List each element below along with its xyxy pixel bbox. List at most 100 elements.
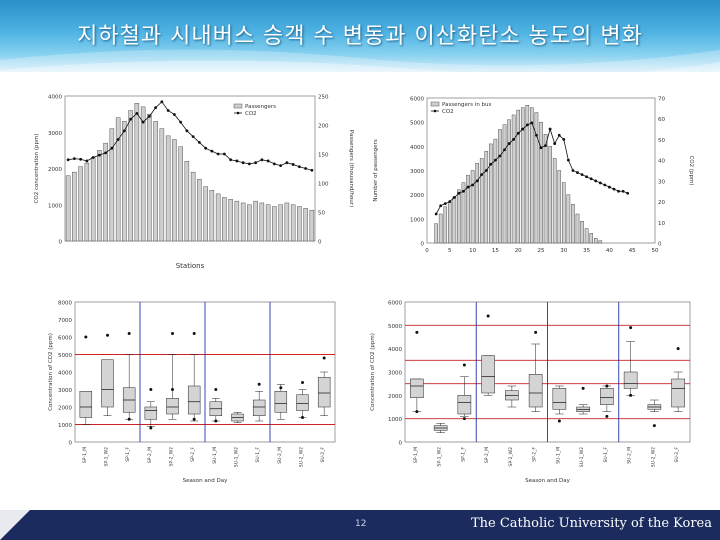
x-tick-label: SU-2_M [277, 447, 283, 464]
footer-accent [0, 510, 30, 540]
y-tick-label: 0 [59, 240, 63, 246]
co2-point [216, 152, 220, 156]
bar [90, 157, 96, 242]
box [252, 399, 266, 416]
co2-point [210, 149, 214, 153]
y-tick-label: 4000 [410, 145, 424, 151]
co2-point [291, 163, 295, 166]
y2-tick-label: 0 [658, 242, 662, 248]
box [144, 406, 158, 420]
y-axis-title: Concentration of CO2 (ppm) [370, 333, 376, 411]
bar [530, 107, 534, 244]
bar [128, 110, 133, 242]
co2-point [457, 191, 461, 195]
y-tick-label: 1000 [388, 417, 402, 423]
co2-point [443, 202, 447, 206]
co2-point [272, 162, 276, 166]
co2-point [503, 148, 506, 152]
bar [222, 197, 227, 242]
outlier-point [486, 314, 490, 318]
co2-point [229, 158, 233, 162]
x-tick-label: 30 [560, 248, 567, 254]
box [274, 391, 288, 413]
bar [240, 202, 246, 242]
x-tick-label: SU-2_W2 [299, 447, 305, 467]
y2-tick-label: 10 [658, 221, 665, 227]
x-tick-label: 25 [538, 248, 545, 254]
co2-point [91, 156, 95, 159]
x-axis-title: Season and Day [183, 478, 228, 484]
bar [84, 162, 90, 242]
co2-point [260, 158, 264, 162]
co2-point [310, 168, 314, 172]
co2-point [304, 167, 308, 170]
x-tick-label: 50 [652, 248, 659, 254]
bar [443, 206, 448, 244]
bar [543, 134, 548, 244]
outlier-point [279, 386, 283, 390]
bar [466, 175, 470, 244]
co2-point [530, 121, 534, 125]
co2-point [254, 161, 258, 165]
outlier-point [322, 356, 326, 360]
box [623, 371, 638, 389]
box [317, 377, 331, 408]
co2-point [484, 169, 488, 172]
bar [475, 163, 479, 244]
y-axis-title: Concentration of CO2 (ppm) [48, 333, 54, 411]
legend-swatch-bar [430, 101, 440, 107]
bar [548, 146, 552, 244]
outlier-point [257, 382, 261, 386]
bar [309, 209, 315, 242]
bar [272, 206, 277, 242]
co2-point [466, 185, 470, 189]
y-tick-label: 3000 [48, 131, 62, 137]
co2-point [525, 123, 529, 127]
y2-tick-label: 50 [318, 211, 325, 217]
box [187, 385, 201, 415]
y-tick-label: 6000 [58, 336, 72, 342]
bar [197, 179, 202, 242]
bar [303, 208, 308, 242]
co2-point [179, 120, 183, 124]
bar [434, 223, 438, 244]
outlier-point [192, 417, 196, 421]
bar [72, 171, 77, 242]
outlier-point [629, 326, 633, 330]
bar [575, 213, 580, 244]
x-axis-title: Season and Day [525, 478, 570, 484]
co2-point [471, 183, 474, 187]
co2-point [154, 106, 158, 109]
co2-point [72, 157, 76, 161]
co2-point [279, 164, 283, 167]
y-tick-label: 0 [421, 242, 425, 248]
bar [571, 204, 575, 244]
x-tick-label: 40 [606, 248, 613, 254]
bar [247, 204, 252, 242]
outlier-point [415, 330, 419, 334]
y-tick-label: 1000 [58, 423, 72, 429]
bar [479, 158, 484, 244]
legend-swatch-point [433, 109, 437, 113]
bar [109, 128, 115, 242]
co2-point [448, 200, 452, 203]
footer-bar: 12 The Catholic University of the Korea [0, 510, 720, 540]
co2-point [512, 138, 516, 141]
co2-point [626, 191, 630, 195]
y-tick-label: 7000 [58, 318, 72, 324]
bar [584, 228, 589, 244]
bar [598, 240, 603, 244]
bar [253, 200, 258, 242]
co2-point [475, 179, 479, 183]
bar [498, 129, 502, 244]
legend-swatch-bar [233, 103, 243, 109]
x-tick-label: SP-1_F [460, 447, 466, 462]
y2-tick-label: 150 [318, 153, 329, 159]
bar [580, 221, 584, 244]
box [671, 378, 685, 408]
x-tick-label: SU-1_F [603, 447, 609, 463]
y-tick-label: 0 [399, 441, 403, 447]
co2-point [562, 138, 566, 141]
co2-point [204, 146, 208, 150]
co2-point [129, 117, 133, 121]
